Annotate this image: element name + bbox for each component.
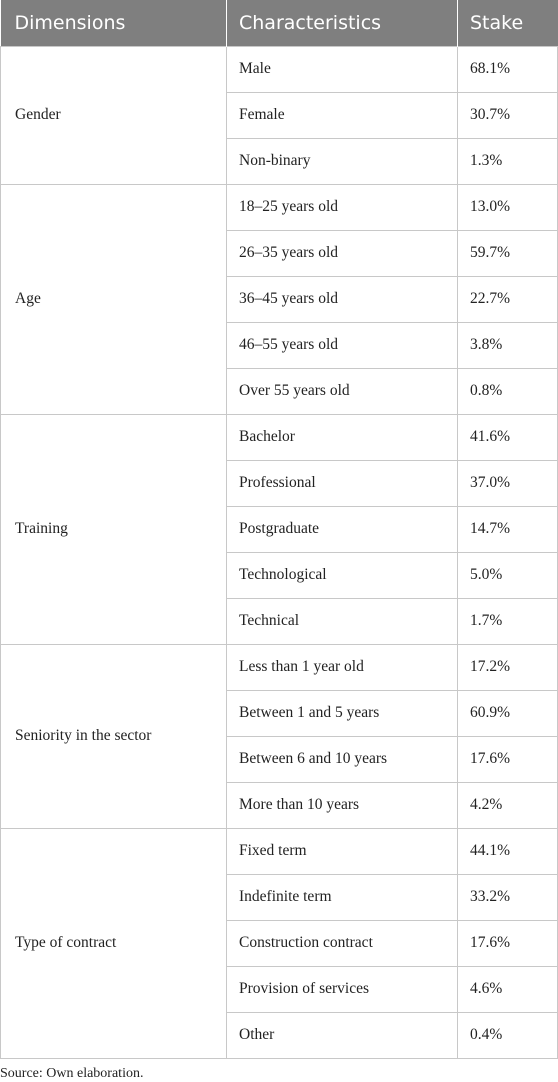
- stake-cell: 41.6%: [457, 413, 558, 461]
- dimension-cell: Age: [0, 183, 227, 415]
- demographics-table: Dimensions Characteristics Stake Gender M…: [0, 0, 558, 1059]
- table-row: Between 6 and 10 years 17.6%: [1, 735, 558, 783]
- characteristic-cell: Over 55 years old: [226, 367, 458, 415]
- table-row: Training Bachelor 41.6%: [0, 413, 558, 645]
- table-row: Other 0.4%: [1, 1011, 558, 1059]
- table-row: Over 55 years old 0.8%: [1, 367, 558, 415]
- dimension-cell: Seniority in the sector: [0, 643, 227, 829]
- stake-cell: 5.0%: [457, 551, 558, 599]
- table-row: 26–35 years old 59.7%: [1, 229, 558, 277]
- table-row: Seniority in the sector Less than 1 year …: [0, 643, 558, 829]
- table-row: 36–45 years old 22.7%: [1, 275, 558, 323]
- characteristic-cell: 26–35 years old: [226, 229, 458, 277]
- characteristic-cell: Provision of services: [226, 965, 458, 1013]
- table-row: Female 30.7%: [1, 91, 558, 139]
- table-row: Type of contract Fixed term 44.1%: [0, 827, 558, 1059]
- stake-cell: 30.7%: [457, 91, 558, 139]
- table-row: More than 10 years 4.2%: [1, 781, 558, 829]
- table-row: Technological 5.0%: [1, 551, 558, 599]
- stake-cell: 37.0%: [457, 459, 558, 507]
- stake-cell: 22.7%: [457, 275, 558, 323]
- characteristic-cell: Construction contract: [226, 919, 458, 967]
- table-row: Age 18–25 years old 13.0%: [0, 183, 558, 415]
- table-row: Non-binary 1.3%: [1, 137, 558, 185]
- dimension-cell: Training: [0, 413, 227, 645]
- table-body: Gender Male 68.1% Female 30.7% Non-binary 1.3%…: [0, 45, 558, 1059]
- characteristic-cell: Technological: [226, 551, 458, 599]
- table-row: Between 1 and 5 years 60.9%: [1, 689, 558, 737]
- characteristic-cell: Bachelor: [226, 413, 458, 461]
- stake-cell: 1.7%: [457, 597, 558, 645]
- characteristic-cell: More than 10 years: [226, 781, 458, 829]
- characteristic-cell: Postgraduate: [226, 505, 458, 553]
- header-dimensions: Dimensions: [0, 0, 227, 46]
- source-note: Source: Own elaboration.: [0, 1066, 144, 1081]
- stake-cell: 1.3%: [457, 137, 558, 185]
- header-characteristics: Characteristics: [226, 0, 458, 46]
- stake-cell: 4.6%: [457, 965, 558, 1013]
- dimension-cell: Gender: [0, 45, 227, 185]
- table-row: Professional 37.0%: [1, 459, 558, 507]
- dimension-cell: Type of contract: [0, 827, 227, 1059]
- characteristic-cell: 46–55 years old: [226, 321, 458, 369]
- table-row: Postgraduate 14.7%: [1, 505, 558, 553]
- table-row: Provision of services 4.6%: [1, 965, 558, 1013]
- stake-cell: 68.1%: [457, 45, 558, 93]
- stake-cell: 44.1%: [457, 827, 558, 875]
- table-row: Indefinite term 33.2%: [1, 873, 558, 921]
- characteristic-cell: Between 6 and 10 years: [226, 735, 458, 783]
- stake-cell: 0.8%: [457, 367, 558, 415]
- table-row: 46–55 years old 3.8%: [1, 321, 558, 369]
- table-row: Gender Male 68.1%: [0, 45, 558, 185]
- characteristic-cell: 18–25 years old: [226, 183, 458, 231]
- header-stake: Stake: [457, 0, 558, 46]
- characteristic-cell: Professional: [226, 459, 458, 507]
- characteristic-cell: Non-binary: [226, 137, 458, 185]
- characteristic-cell: Fixed term: [226, 827, 458, 875]
- stake-cell: 17.2%: [457, 643, 558, 691]
- characteristic-cell: Between 1 and 5 years: [226, 689, 458, 737]
- stake-cell: 33.2%: [457, 873, 558, 921]
- stake-cell: 59.7%: [457, 229, 558, 277]
- stake-cell: 60.9%: [457, 689, 558, 737]
- stake-cell: 17.6%: [457, 919, 558, 967]
- characteristic-cell: Less than 1 year old: [226, 643, 458, 691]
- characteristic-cell: Female: [226, 91, 458, 139]
- characteristic-cell: Other: [226, 1011, 458, 1059]
- table-row: Construction contract 17.6%: [1, 919, 558, 967]
- table-header: Dimensions Characteristics Stake: [0, 0, 558, 46]
- stake-cell: 0.4%: [457, 1011, 558, 1059]
- stake-cell: 17.6%: [457, 735, 558, 783]
- characteristic-cell: Male: [226, 45, 458, 93]
- stake-cell: 3.8%: [457, 321, 558, 369]
- characteristic-cell: Technical: [226, 597, 458, 645]
- stake-cell: 14.7%: [457, 505, 558, 553]
- stake-cell: 4.2%: [457, 781, 558, 829]
- stake-cell: 13.0%: [457, 183, 558, 231]
- characteristic-cell: 36–45 years old: [226, 275, 458, 323]
- characteristic-cell: Indefinite term: [226, 873, 458, 921]
